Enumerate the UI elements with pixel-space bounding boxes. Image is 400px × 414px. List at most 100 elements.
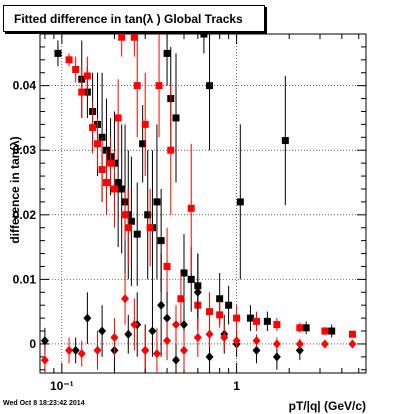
data-point [348, 339, 357, 349]
data-point [273, 318, 281, 332]
data-point [233, 305, 241, 332]
square-marker [296, 324, 304, 332]
square-marker [236, 198, 244, 206]
square-marker [246, 314, 254, 322]
x-tick-label: 1 [233, 379, 240, 393]
square-marker [273, 321, 281, 329]
diamond-marker [205, 352, 214, 362]
x-tick-label: 10⁻¹ [50, 379, 74, 393]
diamond-marker [83, 313, 92, 323]
data-point [94, 117, 102, 170]
square-marker [114, 179, 122, 187]
plot-frame [39, 33, 367, 374]
square-marker [144, 211, 152, 219]
data-point [200, 30, 208, 54]
diamond-marker [163, 313, 172, 323]
data-point [252, 334, 261, 348]
square-marker [139, 140, 147, 148]
square-marker [263, 317, 271, 325]
square-marker [172, 114, 180, 122]
diamond-marker [124, 329, 133, 339]
square-marker [187, 275, 195, 283]
data-point [220, 324, 229, 351]
data-point [93, 331, 102, 370]
diamond-marker [110, 332, 119, 342]
data-point [130, 298, 139, 351]
data-point [141, 72, 149, 177]
data-point [236, 124, 244, 280]
data-point [157, 253, 166, 357]
data-point [121, 272, 130, 325]
y-tick-label: 0.03 [13, 143, 37, 157]
data-point [65, 53, 73, 67]
data-point [163, 321, 172, 361]
diamond-marker [171, 355, 180, 365]
data-point [72, 56, 80, 83]
square-marker [94, 140, 102, 148]
data-point [144, 150, 152, 280]
diamond-marker [40, 355, 49, 365]
y-tick-label: 0.04 [13, 79, 37, 93]
diamond-marker [148, 326, 157, 336]
data-point [246, 305, 254, 332]
data-point [172, 53, 180, 183]
square-marker [216, 295, 224, 303]
square-marker [72, 66, 80, 74]
data-point [163, 34, 171, 86]
data-point [193, 318, 202, 357]
data-point [141, 331, 150, 370]
square-marker [206, 308, 214, 316]
diamond-marker [141, 345, 150, 355]
data-point [83, 56, 91, 96]
diamond-marker [295, 339, 304, 349]
data-points [40, 30, 357, 373]
data-point [296, 322, 304, 333]
square-marker [130, 33, 138, 41]
y-tick-label: 0.01 [13, 272, 37, 286]
diamond-marker [157, 300, 166, 310]
square-marker [180, 269, 188, 277]
diamond-marker [163, 336, 172, 346]
data-point [118, 124, 126, 254]
square-marker [177, 295, 185, 303]
data-point [179, 331, 188, 370]
data-point [152, 327, 161, 373]
timestamp: Wed Oct 8 18:23:42 2014 [3, 400, 85, 407]
data-point [114, 79, 122, 157]
square-marker [83, 72, 91, 80]
data-point [121, 188, 129, 241]
data-point [328, 324, 336, 338]
data-point [321, 327, 329, 335]
data-point [171, 305, 180, 344]
data-point [205, 321, 214, 348]
data-point [40, 347, 49, 373]
data-point [281, 75, 289, 206]
data-point [155, 34, 163, 138]
diamond-marker [179, 345, 188, 355]
square-marker [253, 317, 261, 325]
square-marker [200, 30, 208, 38]
data-point [153, 124, 161, 280]
diamond-marker [232, 336, 241, 346]
diamond-marker [65, 345, 74, 355]
square-marker [328, 327, 336, 335]
diamond-marker [320, 339, 329, 349]
square-marker [118, 33, 126, 41]
diamond-marker [77, 349, 86, 359]
data-point [133, 182, 141, 286]
diamond-marker [71, 345, 80, 355]
square-marker [118, 185, 126, 193]
square-marker [133, 82, 141, 90]
data-point [187, 143, 195, 273]
square-marker [102, 179, 110, 187]
square-marker [127, 217, 135, 225]
data-point [110, 150, 118, 228]
chart-grid [40, 34, 366, 373]
data-point [65, 337, 74, 364]
data-point [206, 34, 214, 151]
square-marker [163, 262, 171, 270]
data-point [124, 314, 133, 354]
square-marker [146, 224, 154, 232]
square-marker [141, 120, 149, 128]
data-point [98, 305, 107, 357]
